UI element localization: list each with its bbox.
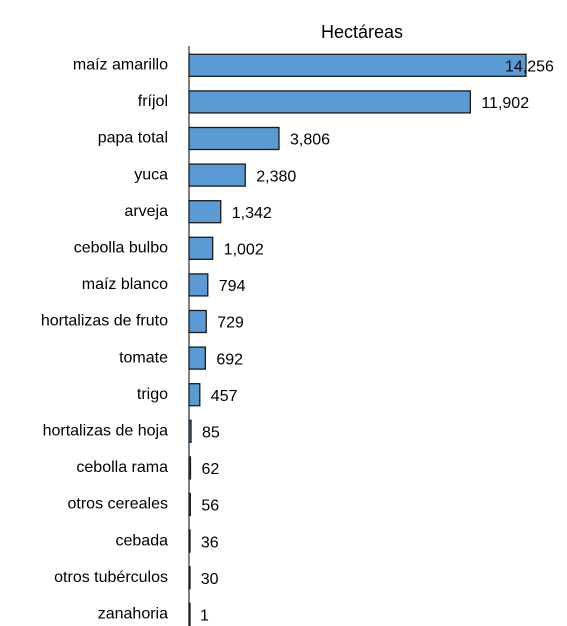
- value-label: 11,902: [481, 95, 529, 112]
- bar: [188, 566, 191, 590]
- value-label: 30: [201, 571, 219, 588]
- value-label: 85: [202, 425, 220, 442]
- y-tick-label: fríjol: [138, 93, 168, 110]
- value-label: 1,002: [224, 242, 264, 259]
- bar: [188, 309, 207, 334]
- y-tick-label: trigo: [137, 386, 168, 403]
- y-tick-label: zanahoria: [98, 606, 168, 623]
- bar: [188, 236, 214, 260]
- bar: [188, 456, 192, 480]
- value-label: 36: [201, 534, 219, 551]
- bar: [188, 200, 222, 224]
- y-tick-label: yuca: [134, 166, 168, 183]
- value-label: 14,256: [505, 59, 554, 76]
- value-label: 794: [219, 278, 246, 295]
- value-label: 692: [216, 351, 243, 368]
- value-label: 62: [201, 461, 219, 478]
- bar: [188, 53, 527, 77]
- bar: [188, 492, 191, 517]
- bar: [188, 346, 207, 370]
- value-label: 2,380: [256, 168, 296, 185]
- value-label: 56: [201, 498, 219, 515]
- y-tick-label: cebolla bulbo: [74, 240, 168, 257]
- y-tick-label: tomate: [119, 349, 168, 366]
- value-label: 457: [211, 388, 238, 405]
- y-tick-label: otros tubérculos: [54, 569, 168, 586]
- y-tick-label: otros cereales: [68, 496, 169, 513]
- y-tick-label: cebada: [116, 532, 169, 549]
- value-label: 1,342: [232, 205, 272, 222]
- value-label: 729: [217, 315, 244, 332]
- y-tick-label: maíz amarillo: [73, 57, 168, 74]
- bar: [188, 163, 246, 187]
- y-tick-label: hortalizas de hoja: [43, 423, 169, 440]
- y-tick-label: maíz blanco: [82, 276, 168, 293]
- y-tick-label: hortalizas de fruto: [41, 313, 168, 330]
- bar: [188, 383, 201, 407]
- bar: [188, 273, 209, 297]
- bar: [188, 529, 191, 553]
- bar: [188, 602, 191, 626]
- chart-title: Hectáreas: [321, 22, 403, 42]
- value-label: 1: [200, 608, 209, 625]
- bar: [188, 90, 472, 114]
- y-tick-label: arveja: [124, 203, 168, 220]
- value-label: 3,806: [290, 132, 330, 149]
- bar: [188, 126, 280, 151]
- bar: [188, 419, 192, 443]
- y-tick-label: cebolla rama: [76, 459, 168, 476]
- y-tick-label: papa total: [98, 130, 168, 147]
